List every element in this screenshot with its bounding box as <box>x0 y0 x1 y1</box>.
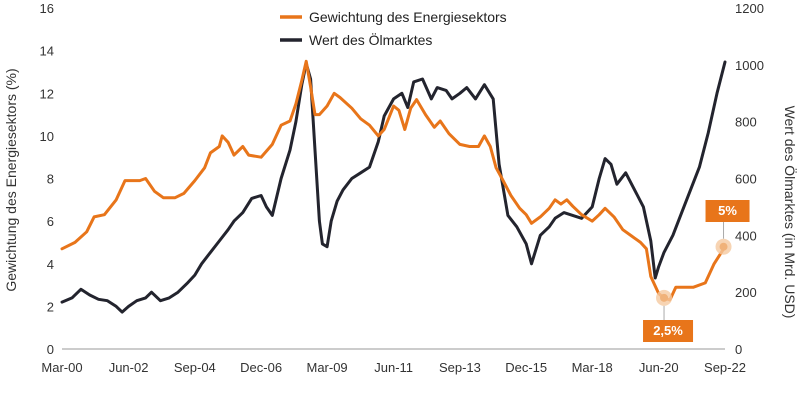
right-y-axis: 0 200 400 600 800 1000 1200 <box>735 1 764 357</box>
x-tick-label: Jun-11 <box>374 360 413 375</box>
left-tick-label: 6 <box>47 214 54 229</box>
legend-label-weight: Gewichtung des Energiesektors <box>309 9 507 25</box>
left-axis-title: Gewichtung des Energiesektors (%) <box>3 68 19 291</box>
right-tick-label: 0 <box>735 342 742 357</box>
right-tick-label: 600 <box>735 172 757 187</box>
x-tick-label: Dec-06 <box>240 360 282 375</box>
right-tick-label: 200 <box>735 285 757 300</box>
x-tick-label: Dec-15 <box>505 360 547 375</box>
right-tick-label: 400 <box>735 228 757 243</box>
x-tick-label: Sep-22 <box>704 360 746 375</box>
left-tick-label: 14 <box>40 44 54 59</box>
x-tick-label: Sep-04 <box>174 360 216 375</box>
x-tick-label: Mar-00 <box>41 360 82 375</box>
right-tick-label: 1000 <box>735 58 764 73</box>
callout-marker-core <box>719 242 728 251</box>
series-line-weight <box>60 59 727 302</box>
left-y-axis: 0 2 4 6 8 10 12 14 16 <box>40 1 54 357</box>
x-tick-label: Jun-20 <box>639 360 679 375</box>
series-layer <box>60 59 727 314</box>
annotation-layer: 2,5% 5% <box>643 200 750 342</box>
callout-marker-core <box>660 293 669 302</box>
x-axis: Mar-00 Jun-02 Sep-04 Dec-06 Mar-09 Jun-11 Sep-… <box>41 360 746 375</box>
right-axis-title: Wert des Ölmarktes (in Mrd. USD) <box>782 106 799 319</box>
legend-label-oil: Wert des Ölmarktes <box>309 31 432 48</box>
x-tick-label: Mar-09 <box>306 360 347 375</box>
left-tick-label: 12 <box>40 86 54 101</box>
left-tick-label: 10 <box>40 129 54 144</box>
left-tick-label: 0 <box>47 342 54 357</box>
left-tick-label: 4 <box>47 257 54 272</box>
legend: Gewichtung des Energiesektors Wert des Ö… <box>280 9 507 48</box>
left-tick-label: 8 <box>47 172 54 187</box>
callout-box <box>705 200 750 222</box>
x-tick-label: Sep-13 <box>439 360 481 375</box>
left-tick-label: 2 <box>47 299 54 314</box>
callout-label: 2,5% <box>653 323 683 338</box>
x-tick-label: Mar-18 <box>572 360 613 375</box>
x-tick-label: Jun-02 <box>109 360 149 375</box>
left-tick-label: 16 <box>40 1 54 16</box>
right-tick-label: 1200 <box>735 1 764 16</box>
callout-label: 5% <box>718 203 737 218</box>
callout-box <box>643 320 694 342</box>
series-line-oil <box>60 60 727 314</box>
right-tick-label: 800 <box>735 115 757 130</box>
